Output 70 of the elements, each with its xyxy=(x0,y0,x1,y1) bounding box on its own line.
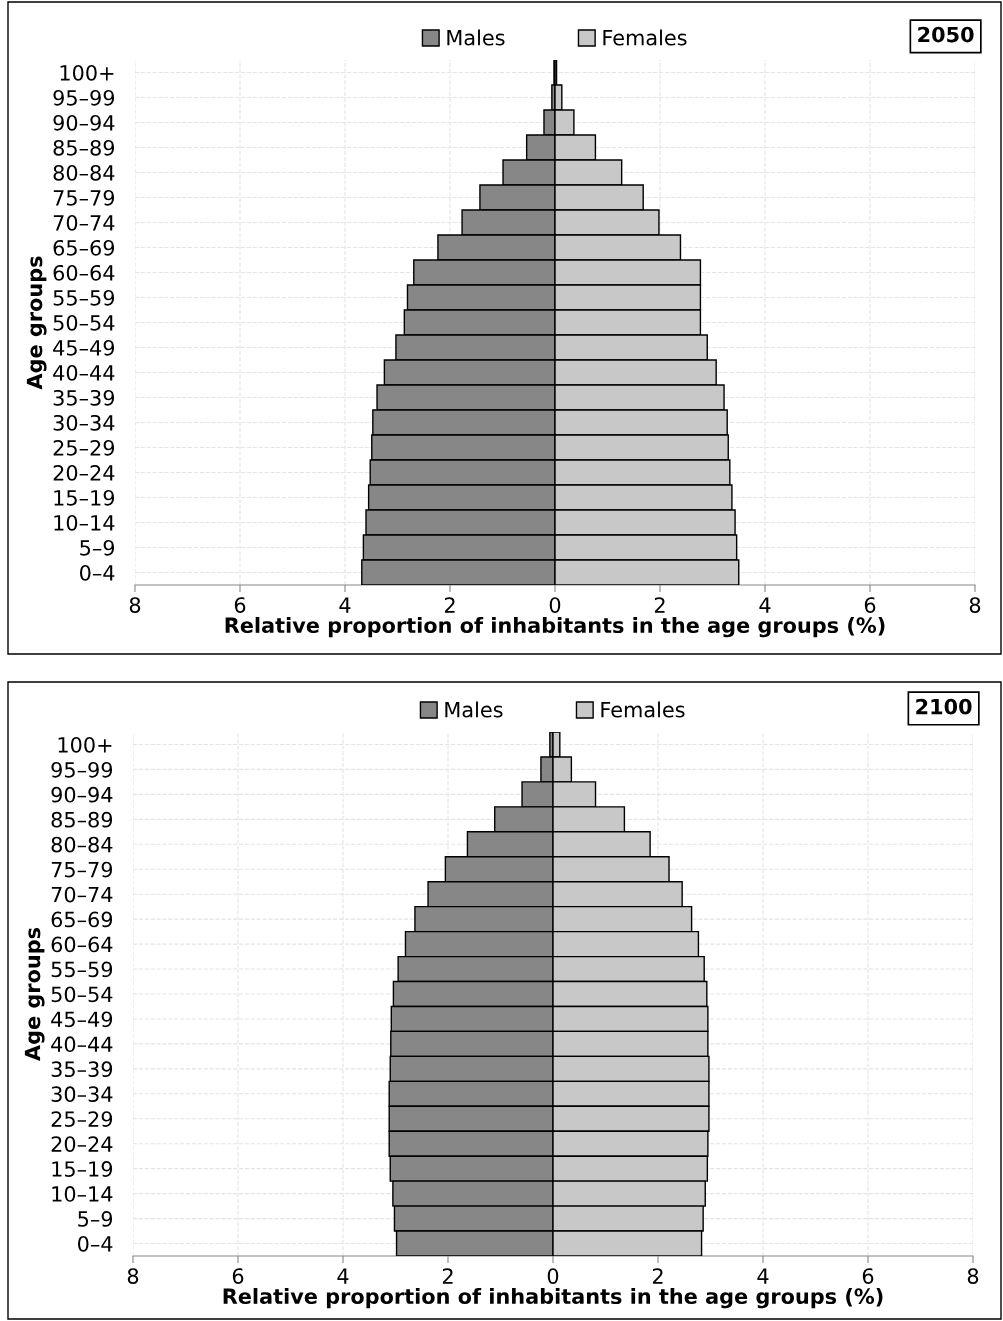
y-tick-label: 40–44 xyxy=(51,1036,113,1053)
y-tick-label: 15–19 xyxy=(54,489,115,506)
y-tick-label: 90–94 xyxy=(51,786,113,803)
y-tick-label: 45–49 xyxy=(53,339,115,356)
x-axis-title: Relative proportion of inhabitants in the age groups (%) xyxy=(225,616,885,638)
legend-label: Males xyxy=(447,29,505,46)
y-tick-label: 15–19 xyxy=(52,1161,113,1177)
y-tick-label: 100+ xyxy=(60,64,114,81)
x-tick-label: 6 xyxy=(234,597,246,613)
y-tick-label: 65–69 xyxy=(51,911,113,928)
chart-title: 2050 xyxy=(918,26,974,43)
x-tick-label: 8 xyxy=(969,597,981,613)
x-tick-label: 4 xyxy=(337,1268,349,1284)
x-axis-title: Relative proportion of inhabitants in the age groups (%) xyxy=(223,1287,883,1309)
y-tick-label: 20–24 xyxy=(51,1136,113,1152)
x-tick-label: 8 xyxy=(127,1268,139,1284)
legend-label: Females xyxy=(601,701,685,718)
y-tick-label: 25–29 xyxy=(53,439,115,456)
y-tick-label: 95–99 xyxy=(53,89,115,106)
y-tick-label: 65–69 xyxy=(53,239,115,256)
y-tick-label: 35–39 xyxy=(51,1061,113,1078)
y-tick-label: 70–74 xyxy=(51,886,113,903)
y-tick-label: 60–64 xyxy=(53,264,115,281)
y-tick-label: 5–9 xyxy=(80,539,115,556)
y-tick-label: 75–79 xyxy=(51,861,113,878)
legend-label: Females xyxy=(603,29,687,46)
x-tick-label: 4 xyxy=(339,597,351,613)
y-tick-label: 10–14 xyxy=(52,1186,113,1202)
y-tick-label: 80–84 xyxy=(51,836,113,853)
y-tick-label: 60–64 xyxy=(51,936,113,953)
y-tick-label: 50–54 xyxy=(53,314,115,331)
x-tick-label: 2 xyxy=(442,1268,453,1284)
y-axis-title: Age groups xyxy=(24,927,45,1061)
y-tick-label: 30–34 xyxy=(51,1086,113,1103)
y-tick-label: 55–59 xyxy=(51,961,113,978)
y-tick-label: 90–94 xyxy=(53,114,115,131)
x-tick-label: 8 xyxy=(129,597,141,613)
y-tick-label: 50–54 xyxy=(51,986,113,1003)
y-tick-label: 20–24 xyxy=(53,464,115,481)
y-tick-label: 70–74 xyxy=(53,214,115,231)
y-axis-title: Age groups xyxy=(26,256,47,390)
x-tick-label: 2 xyxy=(654,597,665,613)
x-tick-label: 6 xyxy=(232,1268,244,1284)
y-tick-label: 85–89 xyxy=(51,811,113,828)
y-tick-label: 75–79 xyxy=(53,189,115,206)
y-tick-label: 5–9 xyxy=(78,1211,113,1227)
y-tick-label: 95–99 xyxy=(51,761,113,778)
x-tick-label: 0 xyxy=(547,1268,559,1284)
x-tick-label: 2 xyxy=(444,597,455,613)
x-tick-label: 8 xyxy=(967,1268,979,1284)
x-tick-label: 0 xyxy=(549,597,561,613)
y-tick-label: 10–14 xyxy=(54,514,115,531)
y-tick-label: 0–4 xyxy=(78,1235,113,1252)
y-tick-label: 40–44 xyxy=(53,364,115,381)
y-tick-label: 85–89 xyxy=(53,139,115,156)
x-tick-label: 2 xyxy=(652,1268,663,1284)
y-tick-label: 25–29 xyxy=(51,1111,113,1127)
x-tick-label: 4 xyxy=(757,1268,769,1284)
legend-label: Males xyxy=(445,701,503,718)
y-tick-label: 80–84 xyxy=(53,164,115,181)
chart-title: 2100 xyxy=(916,698,972,715)
y-tick-label: 30–34 xyxy=(53,414,115,431)
x-tick-label: 4 xyxy=(759,597,771,613)
x-tick-label: 6 xyxy=(864,597,876,613)
y-tick-label: 55–59 xyxy=(53,289,115,306)
y-tick-label: 35–39 xyxy=(53,389,115,406)
y-tick-label: 45–49 xyxy=(51,1011,113,1028)
y-tick-label: 0–4 xyxy=(80,564,115,581)
x-tick-label: 6 xyxy=(862,1268,874,1284)
y-tick-label: 100+ xyxy=(58,736,112,753)
